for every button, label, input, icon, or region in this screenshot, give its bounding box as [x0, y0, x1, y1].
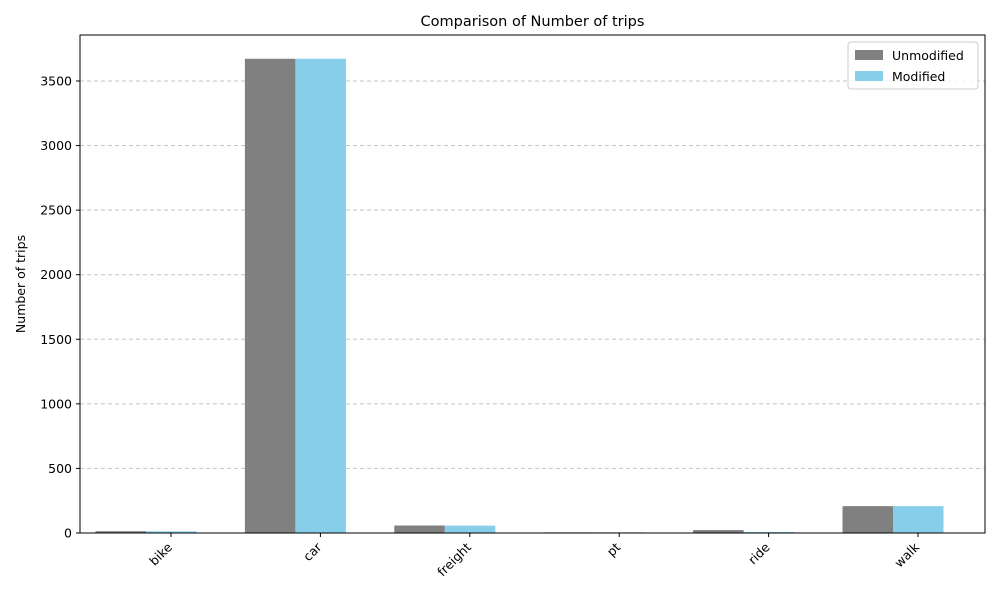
y-tick-label: 3000 — [40, 138, 72, 153]
x-tick-label-freight: freight — [434, 539, 474, 579]
axes-frame — [79, 34, 986, 534]
bar-modified-walk — [893, 506, 944, 533]
y-tick-label: 3500 — [40, 73, 72, 88]
x-tick-label-pt: pt — [604, 539, 624, 559]
bars — [95, 58, 944, 533]
legend: Unmodified Modified — [847, 41, 979, 90]
y-tick-label: 2000 — [40, 267, 72, 282]
grid-lines — [80, 80, 985, 469]
x-tick-label-ride: ride — [745, 539, 773, 567]
chart-title: Comparison of Number of trips — [421, 14, 645, 30]
bar-modified-freight — [444, 525, 496, 533]
bar-modified-bike — [146, 531, 197, 533]
legend-label-unmodified: Unmodified — [892, 48, 964, 63]
x-tick-label-walk: walk — [891, 539, 922, 570]
bar-unmodified-bike — [95, 531, 146, 533]
y-tick-label: 1000 — [40, 396, 72, 411]
y-tick-label: 1500 — [40, 332, 72, 347]
x-tick-label-car: car — [300, 539, 325, 564]
y-axis-label: Number of trips — [13, 235, 28, 333]
legend-label-modified: Modified — [892, 69, 945, 84]
bar-unmodified-ride — [693, 530, 744, 533]
bar-modified-ride — [743, 531, 795, 533]
y-tick-label: 500 — [48, 461, 72, 476]
bar-unmodified-walk — [842, 506, 893, 533]
legend-swatch-unmodified — [855, 50, 883, 60]
y-axis-ticks: 0 500 1000 1500 2000 2500 3000 3500 — [40, 73, 80, 541]
bar-unmodified-freight — [394, 525, 445, 533]
legend-swatch-modified — [855, 71, 883, 81]
y-tick-label: 0 — [64, 526, 72, 541]
x-tick-label-bike: bike — [146, 539, 175, 568]
y-tick-label: 2500 — [40, 203, 72, 218]
bar-modified-car — [295, 58, 346, 533]
x-axis-ticks: bike car freight pt ride walk — [146, 533, 923, 579]
bar-unmodified-car — [244, 58, 296, 533]
